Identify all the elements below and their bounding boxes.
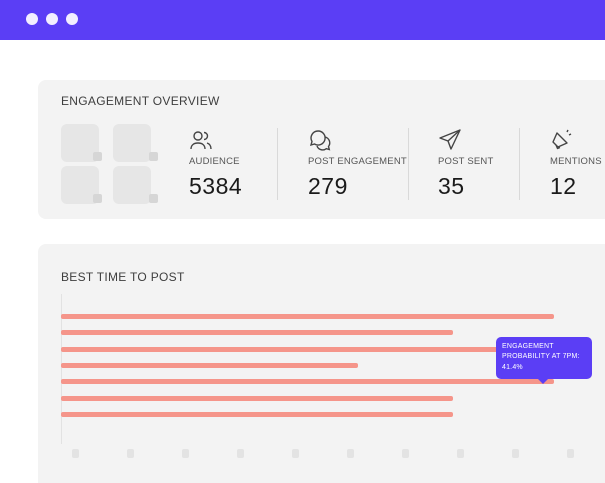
stat-label: AUDIENCE	[189, 156, 240, 167]
tooltip-line: PROBABILITY AT 7PM:	[502, 352, 580, 360]
stat-value: 5384	[189, 173, 243, 199]
placeholder-tile-dot	[93, 152, 102, 161]
x-axis-tick	[127, 449, 134, 458]
x-axis-tick	[402, 449, 409, 458]
x-axis-tick	[512, 449, 519, 458]
x-axis-tick	[457, 449, 464, 458]
placeholder-tile-dot	[149, 194, 158, 203]
stat-value: 35	[438, 173, 465, 199]
stat-label: POST ENGAGEMENT	[308, 156, 407, 167]
time-bar[interactable]	[61, 379, 554, 385]
x-axis-tick	[347, 449, 354, 458]
placeholder-tile	[113, 124, 151, 162]
stat-divider	[519, 128, 520, 200]
card-title: ENGAGEMENT OVERVIEW	[61, 94, 220, 108]
x-axis-tick	[237, 449, 244, 458]
time-bar[interactable]	[61, 346, 554, 352]
x-axis-tick	[567, 449, 574, 458]
time-bar[interactable]	[61, 314, 554, 319]
time-bar[interactable]	[61, 330, 453, 336]
best-time-chart	[61, 294, 605, 444]
stat-mentions: MENTIONS 12	[550, 128, 602, 199]
stat-audience: AUDIENCE 5384	[189, 128, 242, 199]
placeholder-tile	[61, 124, 99, 162]
x-axis-tick	[292, 449, 299, 458]
x-axis-tick	[72, 449, 79, 458]
tooltip-arrow	[538, 379, 548, 384]
chat-bubbles-icon	[309, 130, 331, 151]
time-bar[interactable]	[61, 362, 358, 368]
x-axis-tick	[182, 449, 189, 458]
placeholder-tile	[61, 166, 99, 204]
window-control-dot[interactable]	[66, 13, 78, 25]
window-control-dot[interactable]	[46, 13, 58, 25]
stat-post-engagement: POST ENGAGEMENT 279	[308, 128, 407, 199]
engagement-overview-card: ENGAGEMENT OVERVIEW AUDIENCE 5384 POST E…	[38, 80, 605, 219]
stat-label: POST SENT	[438, 156, 494, 167]
placeholder-tile	[113, 166, 151, 204]
stat-label: MENTIONS	[550, 156, 602, 167]
send-icon	[439, 129, 461, 150]
chart-y-axis	[61, 294, 62, 444]
window-titlebar	[0, 0, 605, 40]
engagement-tooltip: ENGAGEMENT PROBABILITY AT 7PM: 41.4%	[496, 337, 592, 384]
stat-divider	[408, 128, 409, 200]
placeholder-tile-dot	[93, 194, 102, 203]
time-bar[interactable]	[61, 411, 453, 417]
users-icon	[190, 131, 212, 150]
megaphone-icon	[552, 129, 572, 150]
stat-value: 279	[308, 173, 348, 199]
tooltip-value: 41.4%	[502, 364, 523, 371]
tooltip-line: ENGAGEMENT	[502, 343, 554, 350]
stat-post-sent: POST SENT 35	[438, 128, 493, 199]
stat-divider	[277, 128, 278, 200]
card-title: BEST TIME TO POST	[61, 270, 185, 284]
time-bar[interactable]	[61, 395, 453, 401]
window-control-dot[interactable]	[26, 13, 38, 25]
stat-value: 12	[550, 173, 577, 199]
placeholder-tile-dot	[149, 152, 158, 161]
